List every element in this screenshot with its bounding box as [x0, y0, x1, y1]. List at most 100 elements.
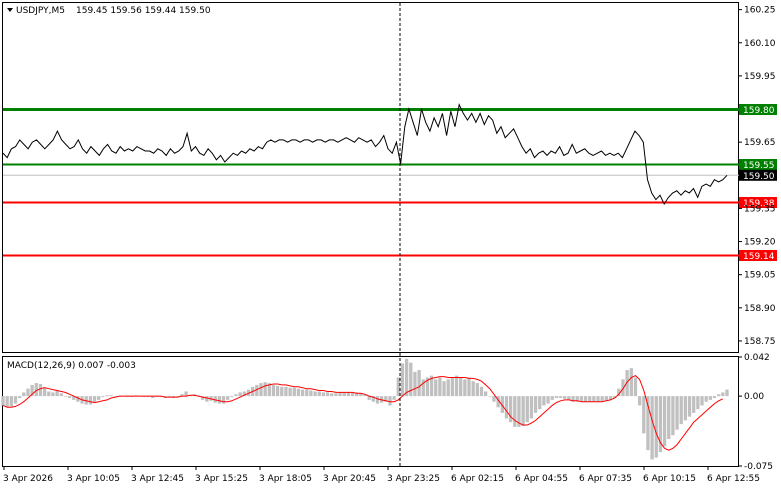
macd-bar — [384, 396, 388, 402]
price-tick-label: 160.10 — [744, 39, 776, 49]
macd-tick-label: -0.075 — [744, 462, 773, 472]
macd-bar — [717, 394, 721, 397]
macd-bar — [554, 396, 559, 398]
price-tick-label: 159.05 — [744, 271, 776, 281]
macd-bar — [226, 396, 230, 400]
macd-bar — [92, 396, 97, 403]
macd-bar — [679, 396, 683, 425]
macd-bar — [400, 363, 405, 397]
macd-bar — [330, 393, 334, 397]
level-tag — [739, 197, 777, 208]
macd-bar — [17, 396, 22, 398]
macd-bar — [629, 368, 633, 397]
macd-bar — [654, 396, 658, 458]
price-tick-label: 160.25 — [744, 6, 776, 16]
macd-bar — [34, 383, 38, 397]
macd-bar — [538, 396, 542, 410]
macd-panel[interactable] — [2, 356, 739, 467]
macd-bar — [325, 392, 330, 397]
macd-bar — [271, 384, 276, 397]
macd-bar — [275, 385, 280, 397]
macd-bar — [201, 396, 205, 400]
macd-bar — [42, 387, 47, 397]
time-tick-label: 3 Apr 12:45 — [131, 474, 184, 484]
macd-bar — [450, 377, 455, 397]
macd-bar — [363, 394, 367, 397]
macd-bar — [675, 396, 679, 430]
macd-bar — [205, 396, 209, 402]
macd-bar — [633, 377, 638, 397]
macd-bar — [600, 396, 604, 402]
macd-bar — [263, 382, 267, 397]
macd-bar — [59, 393, 63, 397]
macd-bar — [180, 394, 184, 397]
macd-bar — [704, 396, 708, 402]
level-tag-label: 159.80 — [743, 106, 775, 116]
macd-bar — [446, 379, 450, 397]
dropdown-triangle-icon[interactable] — [7, 8, 13, 12]
macd-bar — [592, 396, 596, 402]
macd-bar — [404, 358, 409, 397]
macd-bar — [613, 396, 617, 398]
macd-bar — [642, 396, 646, 434]
macd-bar — [334, 393, 338, 397]
macd-bar — [176, 396, 180, 398]
macd-bar — [242, 391, 246, 397]
macd-bar — [425, 377, 430, 397]
price-tick-label: 159.65 — [744, 138, 776, 148]
macd-bar — [571, 396, 575, 402]
macd-bar — [558, 396, 563, 398]
macd-bar — [409, 362, 413, 397]
macd-bar — [38, 384, 43, 397]
time-tick-label: 3 Apr 15:25 — [195, 474, 248, 484]
macd-bar — [184, 391, 188, 397]
time-tick-label: 3 Apr 10:05 — [67, 474, 120, 484]
macd-bar — [492, 396, 496, 402]
price-tick-label: 159.20 — [744, 238, 776, 248]
time-tick-label: 3 Apr 20:45 — [323, 474, 376, 484]
macd-bar — [467, 377, 471, 397]
macd-bar — [234, 394, 238, 397]
macd-bar — [667, 396, 671, 439]
macd-bar — [563, 396, 567, 399]
macd-bar — [105, 395, 109, 397]
macd-bar — [355, 392, 359, 397]
macd-bar — [575, 396, 579, 402]
macd-bar — [533, 396, 538, 413]
macd-label: MACD(12,26,9) 0.007 -0.003 — [7, 361, 136, 371]
macd-bar — [475, 383, 479, 397]
macd-bar — [662, 396, 667, 447]
macd-bar — [67, 396, 72, 398]
macd-bar — [167, 396, 172, 398]
macd-bar — [413, 371, 417, 397]
price-panel[interactable] — [2, 2, 739, 353]
macd-bar — [692, 396, 696, 413]
macd-bar — [646, 396, 650, 451]
macd-bar — [471, 381, 475, 397]
current-price-value: 159.50 — [743, 172, 775, 182]
macd-bar — [305, 389, 309, 397]
macd-bar — [359, 393, 363, 397]
current-price-tag: 159.50 — [739, 169, 777, 182]
price-tick-label: 159.35 — [744, 204, 776, 214]
macd-bar — [396, 377, 400, 397]
macd-bar — [579, 396, 584, 402]
macd-bar — [500, 396, 504, 413]
macd-bar — [596, 396, 600, 402]
macd-bar — [22, 392, 26, 397]
macd-bar — [26, 388, 30, 397]
time-tick-label: 6 Apr 10:15 — [643, 474, 696, 484]
price-axis: 160.25 160.10 159.95 159.65 159.35 159.20 159.… — [739, 6, 776, 347]
macd-bar — [300, 389, 305, 397]
macd-bar — [346, 392, 351, 397]
macd-tick-label: 0.00 — [744, 392, 764, 402]
macd-bar — [708, 396, 713, 400]
time-tick-label: 6 Apr 12:55 — [707, 474, 760, 484]
price-tick-label: 159.95 — [744, 72, 776, 82]
macd-bar — [712, 396, 717, 398]
macd-bar — [725, 389, 729, 397]
macd-bar — [371, 396, 375, 402]
macd-bar — [488, 396, 492, 397]
symbol-label: USDJPY,M5 — [16, 6, 65, 16]
macd-bar — [379, 396, 384, 403]
